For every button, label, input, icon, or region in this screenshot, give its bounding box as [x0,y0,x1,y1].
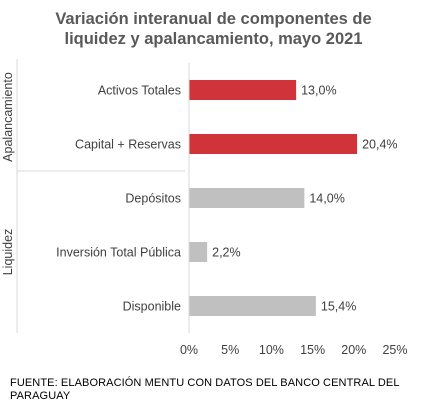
chart-title: Variación interanual de componentes de l… [0,9,427,49]
x-tick-label: 10% [259,343,284,357]
data-label: 20,4% [362,138,397,152]
data-label: 2,2% [212,246,241,260]
x-tick-label: 0% [180,343,198,357]
data-label: 14,0% [309,192,344,206]
x-tick-label: 15% [300,343,325,357]
category-label: Disponible [123,300,181,314]
bar [189,134,358,154]
group-label: Apalancamiento [1,72,15,162]
category-label: Capital + Reservas [75,138,181,152]
data-label: 13,0% [301,84,336,98]
data-label: 15,4% [321,300,356,314]
category-label: Depósitos [125,192,181,206]
category-label: Inversión Total Pública [56,246,181,260]
category-label: Activos Totales [98,84,181,98]
x-tick-label: 5% [221,343,239,357]
chart-title-line-1: Variación interanual de componentes de [55,10,372,28]
source-note: FUENTE: ELABORACIÓN MENTU CON DATOS DEL … [10,377,400,402]
x-tick-label: 25% [382,343,407,357]
bar [189,296,316,316]
bar [189,80,297,100]
bar [189,242,208,262]
chart-title-line-2: liquidez y apalancamiento, mayo 2021 [64,30,363,48]
group-label: Liquidez [1,229,15,276]
bar [189,188,305,208]
x-tick-label: 20% [341,343,366,357]
